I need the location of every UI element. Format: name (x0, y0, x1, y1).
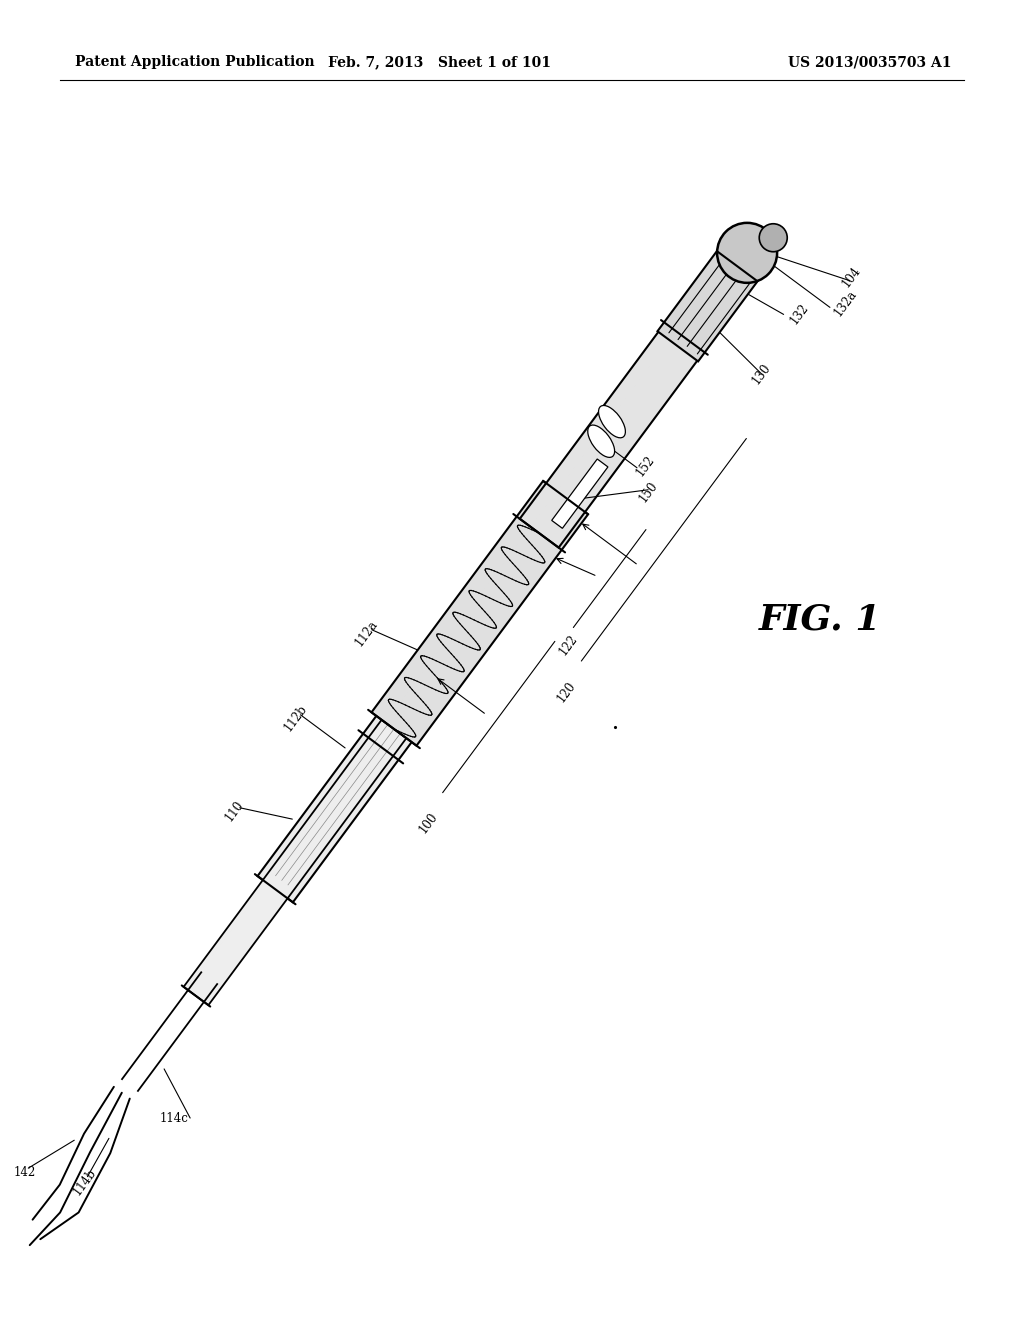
Text: 104: 104 (840, 264, 863, 289)
Text: 114c: 114c (160, 1111, 188, 1125)
Text: 114b: 114b (71, 1166, 98, 1197)
Polygon shape (520, 323, 703, 548)
Polygon shape (657, 251, 758, 362)
Text: 152: 152 (633, 453, 656, 479)
Ellipse shape (588, 425, 614, 458)
Text: Patent Application Publication: Patent Application Publication (75, 55, 314, 69)
Text: 120: 120 (555, 678, 579, 705)
Text: 132a: 132a (831, 288, 860, 319)
Text: 112b: 112b (282, 702, 309, 734)
Text: 142: 142 (13, 1166, 36, 1179)
Text: Feb. 7, 2013   Sheet 1 of 101: Feb. 7, 2013 Sheet 1 of 101 (329, 55, 552, 69)
Ellipse shape (599, 405, 626, 438)
Polygon shape (372, 480, 588, 746)
Circle shape (717, 223, 777, 282)
Polygon shape (552, 459, 608, 528)
Polygon shape (257, 520, 557, 903)
Text: 100: 100 (417, 810, 440, 836)
Polygon shape (183, 719, 407, 1005)
Text: FIG. 1: FIG. 1 (759, 603, 882, 638)
Text: 112a: 112a (353, 618, 381, 648)
Text: 132: 132 (787, 301, 811, 327)
Text: 150: 150 (636, 479, 659, 504)
Text: 130: 130 (750, 360, 773, 387)
Circle shape (759, 224, 787, 252)
Text: 122: 122 (557, 632, 581, 657)
Text: 110: 110 (223, 797, 247, 824)
Text: US 2013/0035703 A1: US 2013/0035703 A1 (788, 55, 951, 69)
